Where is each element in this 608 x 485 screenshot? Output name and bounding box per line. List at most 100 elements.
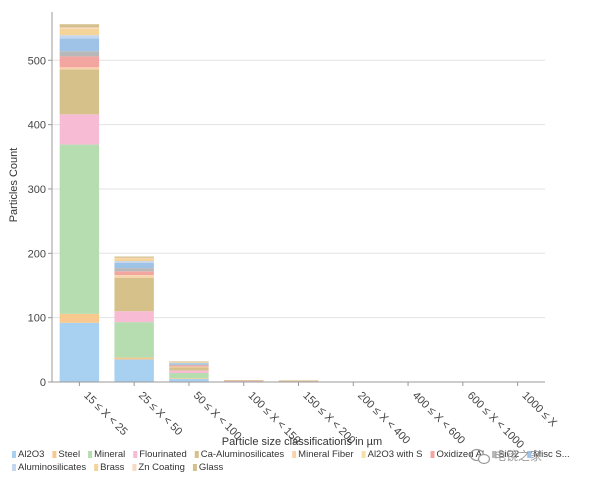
bar-segment bbox=[59, 38, 100, 52]
bar-segment bbox=[114, 311, 154, 323]
legend-swatch bbox=[132, 464, 137, 471]
bar-segment bbox=[169, 366, 209, 368]
x-tick-label: 15 ≤ X < 25 bbox=[81, 390, 129, 438]
legend-item: Al2O3 bbox=[12, 449, 44, 460]
legend: Al2O3 Steel Mineral Flourinated Ca-Aluminosi… bbox=[12, 449, 570, 473]
x-tick-label: 600 ≤ X < 1000 bbox=[465, 390, 526, 451]
x-axis-title: Particle size classifications in µm bbox=[222, 436, 382, 448]
bar-segment bbox=[169, 370, 209, 373]
y-tick-label: 0 bbox=[40, 377, 46, 389]
bar-stack bbox=[59, 24, 100, 382]
legend-item: Ca-Aluminosilicates bbox=[194, 449, 285, 460]
legend-label: Misc S... bbox=[533, 449, 569, 460]
legend-label: Glass bbox=[199, 462, 224, 473]
legend-swatch bbox=[12, 464, 16, 471]
bar-segment bbox=[169, 362, 209, 364]
legend-swatch bbox=[430, 451, 435, 458]
bar-segment bbox=[114, 275, 154, 276]
legend-swatch bbox=[527, 451, 532, 458]
legend-label: Oxidized Al bbox=[437, 449, 485, 460]
legend-label: Al2O3 bbox=[18, 449, 44, 460]
y-axis-title: Particles Count bbox=[8, 148, 20, 223]
bar-segment bbox=[59, 27, 100, 29]
bar-segment bbox=[278, 380, 319, 382]
y-tick-labels: 0 100 200 300 400 500 bbox=[28, 55, 52, 389]
watermark: 电镜之家 bbox=[469, 448, 542, 465]
legend-label: Aluminosilicates bbox=[18, 462, 86, 473]
bar-segment bbox=[114, 275, 154, 278]
bars bbox=[59, 24, 319, 383]
bar-segment bbox=[114, 261, 154, 263]
legend-swatch bbox=[88, 451, 93, 458]
legend-label: Ca-Aluminosilicates bbox=[201, 449, 285, 460]
bar-segment bbox=[169, 378, 209, 379]
bar-segment bbox=[169, 364, 209, 366]
legend-swatch bbox=[292, 451, 297, 458]
bar-segment bbox=[114, 262, 154, 269]
legend-item: Mineral Fiber bbox=[292, 449, 354, 460]
bar-segment bbox=[224, 380, 264, 382]
bar-segment bbox=[169, 367, 209, 371]
bar-stack bbox=[114, 256, 154, 382]
x-tick-label: 1000 ≤ X bbox=[519, 390, 559, 430]
watermark-text: 电镜之家 bbox=[494, 448, 542, 463]
legend-label: Al2O3 with S bbox=[368, 449, 423, 460]
gridlines bbox=[52, 59, 545, 319]
legend-swatch bbox=[194, 451, 199, 458]
bar-segment bbox=[114, 257, 154, 259]
bar-segment bbox=[59, 69, 100, 115]
x-tick-label: 25 ≤ X < 50 bbox=[136, 390, 184, 438]
bar-segment bbox=[169, 361, 209, 363]
legend-item: Brass bbox=[94, 462, 125, 473]
legend-item: Oxidized Al bbox=[430, 449, 485, 460]
bar-segment bbox=[169, 363, 209, 365]
bar-segment bbox=[59, 313, 100, 323]
bar-segment bbox=[59, 144, 100, 314]
legend-item: Aluminosilicates bbox=[12, 462, 86, 473]
y-tick-label: 200 bbox=[28, 248, 46, 260]
legend-item: Flourinated bbox=[133, 449, 187, 460]
legend-swatch bbox=[52, 451, 57, 458]
legend-item: Zn Coating bbox=[132, 462, 185, 473]
legend-swatch bbox=[12, 451, 16, 458]
legend-label: SiO2 bbox=[498, 449, 519, 460]
bar-stack bbox=[169, 361, 209, 382]
x-tick-label: 400 ≤ X < 600 bbox=[410, 390, 467, 447]
y-tick-label: 500 bbox=[28, 55, 46, 67]
y-tick-label: 300 bbox=[28, 184, 46, 196]
bar-segment bbox=[169, 372, 209, 379]
legend-swatch bbox=[361, 451, 366, 458]
bar-segment bbox=[114, 256, 154, 258]
x-tick-label: 50 ≤ X < 100 bbox=[191, 390, 244, 443]
bar-segment bbox=[114, 359, 154, 382]
bar-segment bbox=[114, 268, 154, 272]
bar-segment bbox=[59, 56, 100, 68]
bar-segment bbox=[224, 380, 264, 381]
y-tick-label: 100 bbox=[28, 313, 46, 325]
bar-segment bbox=[114, 277, 154, 312]
bar-segment bbox=[59, 35, 100, 39]
legend-label: Zn Coating bbox=[138, 462, 184, 473]
bar-segment bbox=[114, 357, 154, 360]
y-tick-label: 400 bbox=[28, 120, 46, 132]
bar-segment bbox=[114, 258, 154, 262]
bar-segment bbox=[114, 271, 154, 276]
bar-segment bbox=[59, 114, 100, 145]
legend-item: Al2O3 with S bbox=[361, 449, 423, 460]
legend-label: Mineral bbox=[94, 449, 125, 460]
bar-segment bbox=[169, 365, 209, 367]
bar-segment bbox=[169, 362, 209, 363]
wechat-icon bbox=[469, 448, 491, 465]
bar-segment bbox=[59, 24, 100, 28]
legend-swatch bbox=[192, 464, 197, 471]
bar-segment bbox=[59, 51, 100, 57]
bar-segment bbox=[169, 378, 209, 382]
legend-label: Mineral Fiber bbox=[298, 449, 353, 460]
legend-label: Brass bbox=[100, 462, 125, 473]
legend-label: Steel bbox=[58, 449, 80, 460]
legend-item: Misc S... bbox=[527, 449, 570, 460]
legend-swatch bbox=[133, 451, 138, 458]
legend-item: SiO2 bbox=[492, 449, 519, 460]
legend-swatch bbox=[492, 451, 497, 458]
